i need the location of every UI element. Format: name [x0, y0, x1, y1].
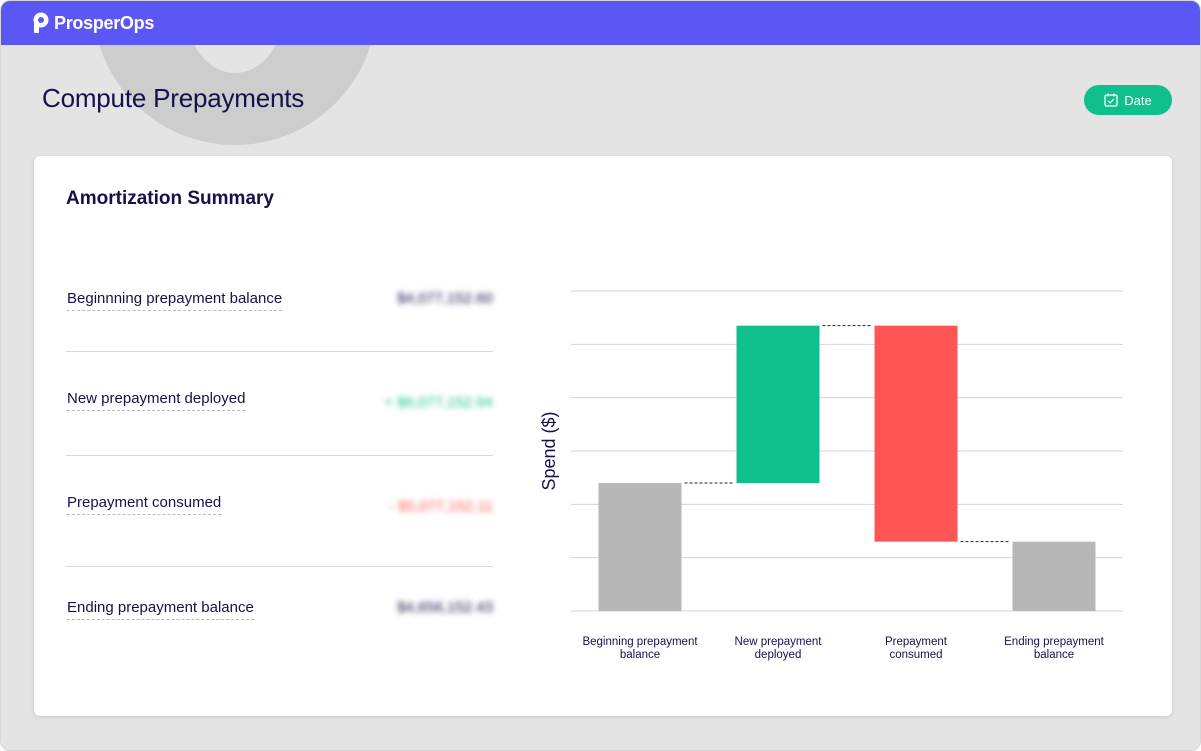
- waterfall-chart: Spend ($)Beginning prepaymentbalanceNew …: [539, 290, 1123, 661]
- row-value: $4,656,152.43: [397, 599, 493, 616]
- summary-row-consumed: Prepayment consumed - $5,077,152.11: [66, 456, 493, 567]
- date-button-label: Date: [1124, 92, 1152, 108]
- brand-name: ProsperOps: [54, 12, 155, 33]
- calendar-icon: [1104, 93, 1118, 107]
- date-button[interactable]: Date: [1084, 85, 1172, 115]
- prosperops-logo-icon: [33, 12, 49, 33]
- x-tick-label: New prepayment: [735, 636, 823, 648]
- x-tick-label: consumed: [889, 649, 942, 661]
- row-value: - $5,077,152.11: [389, 498, 493, 515]
- x-tick-label: balance: [1034, 649, 1074, 661]
- summary-row-new: New prepayment deployed + $6,077,152.94: [66, 352, 493, 456]
- row-label[interactable]: Beginnning prepayment balance: [67, 290, 283, 311]
- chart-bar: [736, 325, 820, 483]
- card-title: Amortization Summary: [66, 188, 274, 209]
- x-tick-label: Prepayment: [885, 636, 948, 648]
- brand-logo[interactable]: ProsperOps: [32, 12, 154, 34]
- page-title: Compute Prepayments: [42, 83, 305, 113]
- chart-bar: [1012, 541, 1096, 611]
- chart-bar: [598, 483, 682, 611]
- x-tick-label: deployed: [755, 649, 802, 661]
- summary-row-ending: Ending prepayment balance $4,656,152.43: [66, 567, 493, 627]
- chart-bar: [874, 325, 958, 542]
- top-bar: ProsperOps: [1, 1, 1200, 45]
- x-tick-label: balance: [620, 649, 660, 661]
- summary-row-beginning: Beginnning prepayment balance $4,077,152…: [66, 281, 493, 352]
- y-axis-label: Spend ($): [539, 411, 559, 490]
- row-label[interactable]: New prepayment deployed: [67, 390, 246, 411]
- x-tick-label: Ending prepayment: [1004, 636, 1105, 648]
- row-label[interactable]: Prepayment consumed: [67, 494, 222, 515]
- row-value: + $6,077,152.94: [384, 394, 493, 411]
- row-value: $4,077,152.60: [397, 290, 493, 307]
- row-label[interactable]: Ending prepayment balance: [67, 599, 254, 620]
- x-tick-label: Beginning prepayment: [582, 636, 698, 648]
- amortization-summary-card: Amortization Summary Beginnning prepayme…: [34, 156, 1172, 716]
